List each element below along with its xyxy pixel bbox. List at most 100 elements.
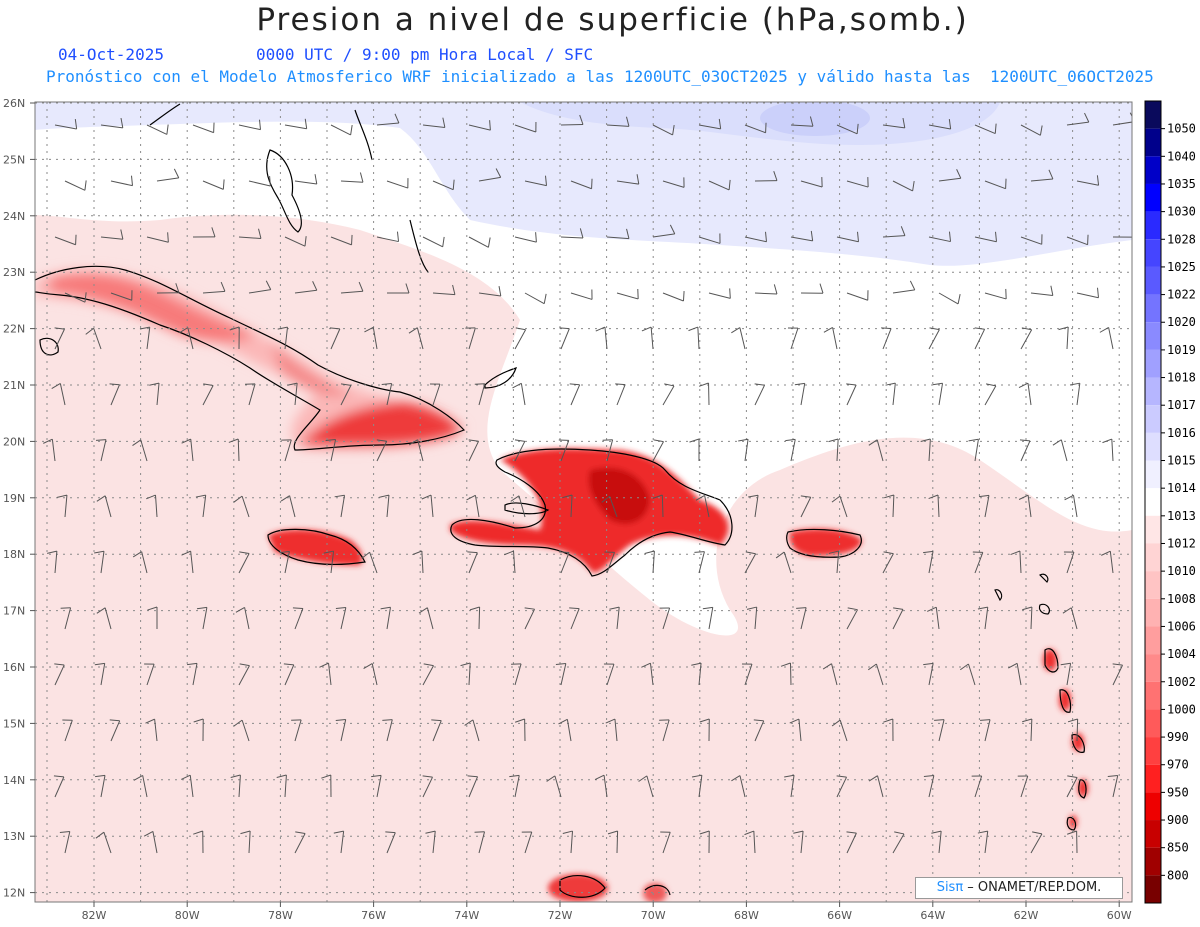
wind-barb [468, 439, 480, 462]
colorbar-swatch [1145, 764, 1161, 793]
colorbar-label: 1030 [1167, 205, 1196, 219]
wind-barb [59, 831, 71, 854]
wind-barb [238, 119, 261, 131]
wind-barb [376, 439, 388, 462]
wind-barb [238, 228, 262, 239]
wind-barb [146, 124, 169, 135]
wind-barb [51, 383, 66, 406]
wind-barb [800, 177, 823, 188]
wind-barb [868, 439, 884, 462]
wind-barb [248, 280, 272, 294]
wind-barb [330, 234, 353, 246]
wind-barb [570, 289, 593, 300]
wind-barb [408, 327, 424, 350]
wind-barb [361, 551, 378, 574]
wind-barb [96, 495, 112, 518]
wind-barb [1067, 718, 1079, 742]
colorbar-swatch [1145, 681, 1161, 710]
colorbar-label: 1000 [1167, 702, 1196, 716]
wind-barb [616, 174, 640, 185]
lat-label: 25N [3, 153, 25, 166]
wind-barb [652, 494, 664, 518]
wind-barb [785, 438, 796, 462]
wind-barb [1030, 169, 1054, 182]
wind-barb [144, 663, 155, 686]
wind-barb [376, 113, 400, 126]
wind-barb [748, 494, 759, 518]
wind-barb [421, 494, 434, 518]
wind-barb [920, 438, 931, 462]
wind-barb [1018, 494, 1032, 518]
wind-barb [340, 172, 364, 183]
colorbar-swatch [1145, 488, 1161, 516]
colorbar-label: 1017 [1167, 398, 1196, 412]
wind-barb [335, 607, 347, 630]
wind-barb [867, 663, 884, 686]
wind-barb [1018, 382, 1032, 406]
lat-label: 17N [3, 605, 25, 618]
wind-barb [54, 234, 77, 246]
wind-barb [181, 550, 194, 574]
wind-barb [794, 382, 806, 406]
wind-barb [744, 122, 767, 134]
wind-barb [334, 494, 346, 518]
wind-barb [932, 382, 944, 406]
wind-barb [54, 118, 78, 130]
colorbar-label: 1018 [1167, 371, 1196, 385]
wind-barb [977, 606, 989, 630]
wind-barb [468, 120, 491, 131]
wind-barb [780, 662, 792, 686]
colorbar-swatch [1145, 349, 1161, 378]
wind-barb [828, 438, 839, 462]
colorbar-label: 1022 [1167, 288, 1196, 302]
wind-barb [240, 830, 251, 854]
colorbar-swatch [1145, 737, 1161, 765]
wind-barb [892, 180, 915, 192]
wind-barb [514, 439, 526, 462]
wind-barb [1022, 606, 1033, 630]
wind-barb [1101, 550, 1114, 574]
wind-barb [1107, 775, 1119, 798]
wind-barb [96, 607, 112, 630]
wind-barb [823, 327, 838, 350]
pressure-field-1016 [520, 102, 1000, 145]
wind-barb [660, 831, 671, 854]
lon-label: 64W [920, 909, 945, 922]
wind-barb [984, 383, 997, 406]
colorbar-swatch [1145, 571, 1161, 599]
lon-label: 60W [1107, 909, 1132, 922]
wind-barb [605, 718, 618, 742]
wind-barb [511, 663, 522, 686]
wind-barb [202, 281, 226, 294]
low-pressure-cuba [35, 270, 465, 449]
wind-barb [422, 117, 446, 128]
wind-barb [381, 383, 393, 406]
wind-barb [604, 551, 615, 574]
lat-label: 14N [3, 774, 25, 787]
wind-barb [558, 439, 570, 462]
wind-barb [47, 550, 58, 574]
wind-barb [181, 438, 194, 462]
wind-barb [335, 719, 347, 742]
coastlines [35, 103, 1087, 898]
lon-label: 80W [175, 909, 200, 922]
wind-barb [145, 718, 158, 742]
wind-barb [698, 382, 710, 406]
wind-barb [468, 236, 491, 248]
wind-barb [644, 550, 655, 574]
wind-barb [796, 607, 807, 630]
wind-barb [429, 383, 441, 406]
wind-barb [192, 227, 216, 238]
wind-barb [595, 326, 608, 350]
wind-barb [95, 439, 107, 462]
wind-barb [927, 606, 940, 630]
wind-barb [57, 494, 68, 518]
wind-barb [984, 178, 1007, 190]
wind-barb [555, 663, 567, 686]
wind-barb [363, 663, 378, 686]
colorbar-label: 1010 [1167, 564, 1196, 578]
wind-barb [94, 550, 105, 574]
wind-barb [708, 288, 731, 299]
wind-barb [466, 494, 480, 518]
wind-barb [934, 719, 945, 742]
